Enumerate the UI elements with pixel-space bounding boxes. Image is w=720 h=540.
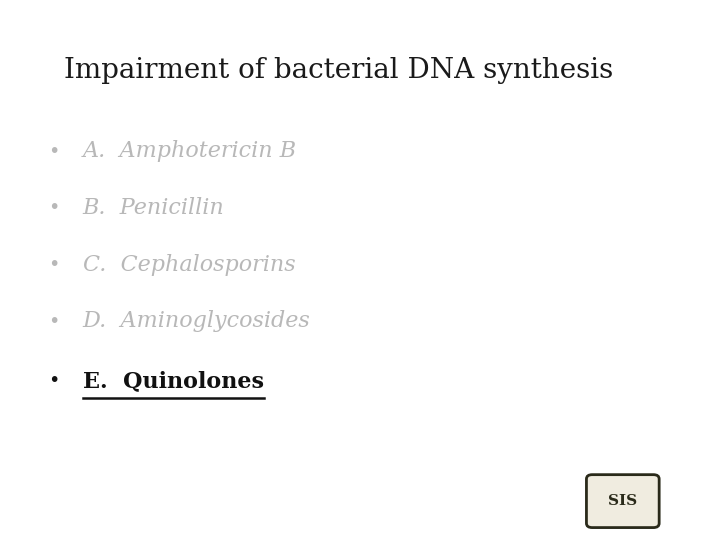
Text: •: • (48, 312, 60, 331)
FancyBboxPatch shape (587, 475, 660, 528)
Text: •: • (48, 371, 60, 390)
Text: Impairment of bacterial DNA synthesis: Impairment of bacterial DNA synthesis (64, 57, 613, 84)
Text: •: • (48, 198, 60, 218)
Text: B.  Penicillin: B. Penicillin (83, 197, 225, 219)
Text: •: • (48, 141, 60, 161)
Text: A.  Amphotericin B: A. Amphotericin B (83, 140, 297, 162)
Text: •: • (48, 255, 60, 274)
Text: D.  Aminoglycosides: D. Aminoglycosides (83, 310, 310, 332)
Text: C.  Cephalosporins: C. Cephalosporins (83, 254, 295, 275)
Text: E.  Quinolones: E. Quinolones (83, 370, 264, 392)
Text: SIS: SIS (608, 494, 637, 508)
